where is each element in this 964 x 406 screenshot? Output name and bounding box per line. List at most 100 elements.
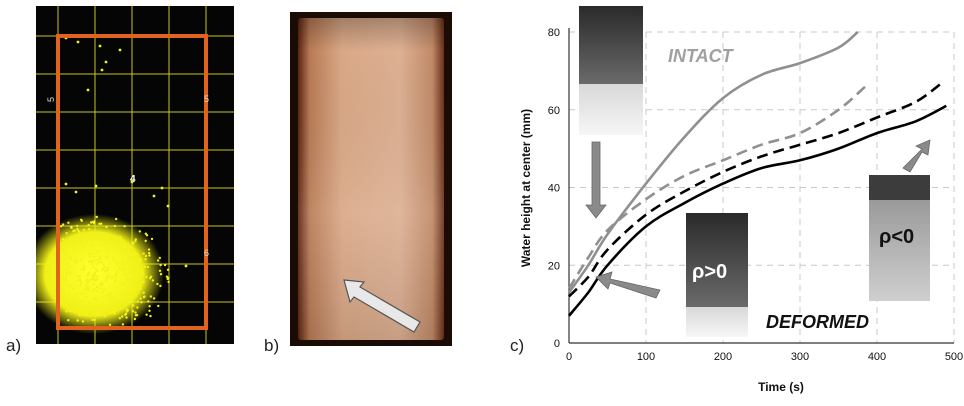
scatter-dot xyxy=(115,262,119,266)
scatter-dot xyxy=(79,283,82,287)
scatter-dot xyxy=(84,283,87,287)
arrow-upright-icon xyxy=(902,139,931,173)
scatter-dot xyxy=(131,295,134,298)
scatter-dot xyxy=(135,313,139,317)
scatter-dot xyxy=(91,318,94,322)
series-line-intact-dashed xyxy=(567,85,867,290)
scatter-dot xyxy=(132,253,135,256)
scatter-dot xyxy=(69,284,72,287)
scatter-dot xyxy=(96,313,99,316)
scatter-dot xyxy=(134,311,137,314)
scatter-cloud xyxy=(24,214,164,334)
scatter-dot xyxy=(74,294,77,298)
annotation-3: ρ<0 xyxy=(879,226,914,248)
scatter-dot xyxy=(117,304,120,307)
scatter-dot xyxy=(100,281,104,284)
scatter-dot xyxy=(108,323,112,326)
scatter-dot xyxy=(98,222,101,225)
scatter-dot xyxy=(65,310,68,313)
scatter-dot xyxy=(68,292,71,295)
x-tick-label: 300 xyxy=(791,351,809,363)
scatter-dot xyxy=(93,256,96,259)
scatter-dot xyxy=(112,241,115,245)
chart-series xyxy=(567,30,947,317)
scatter-dot xyxy=(134,240,137,243)
scatter-dot xyxy=(103,266,106,269)
scatter-dot xyxy=(148,309,151,312)
scatter-dot xyxy=(62,298,65,302)
scatter-dot xyxy=(92,283,95,286)
scatter-dot xyxy=(111,305,115,309)
scatter-dot xyxy=(96,269,99,273)
scatter-dot xyxy=(159,284,162,288)
scatter-dot xyxy=(143,265,147,268)
scatter-dot xyxy=(140,301,143,304)
scatter-dot xyxy=(91,274,94,277)
line-chart: 0 100 200 300 400 500 0 20 40 60 80 INTACT DEFORMED… xyxy=(510,0,964,401)
scatter-dot xyxy=(110,296,114,299)
scatter-dot xyxy=(76,309,79,312)
scatter-dots xyxy=(57,36,188,326)
x-tick-label: 0 xyxy=(566,351,572,363)
line-chart-svg: 0 100 200 300 400 500 0 20 40 60 80 INTACT DEFORMED… xyxy=(519,6,963,394)
scatter-image: 5 5 6 4 xyxy=(24,6,234,344)
scatter-dot xyxy=(122,268,125,272)
scatter-dot xyxy=(100,313,104,316)
scatter-dot xyxy=(156,282,159,286)
scatter-dot xyxy=(132,242,135,245)
scatter-dot xyxy=(74,190,78,194)
scatter-dot xyxy=(92,310,95,313)
scatter-dot xyxy=(136,306,139,309)
scatter-dot xyxy=(78,314,81,317)
scatter-dot xyxy=(126,255,130,258)
scatter-dot xyxy=(106,266,110,269)
scatter-dot xyxy=(90,245,93,248)
scatter-dot xyxy=(166,204,170,208)
scatter-dot xyxy=(65,232,68,235)
scatter-dot xyxy=(62,291,65,295)
scatter-dot xyxy=(130,180,134,184)
scatter-dot xyxy=(93,288,96,291)
scatter-dot xyxy=(115,293,119,296)
annotation-0: INTACT xyxy=(668,46,735,66)
scatter-dot xyxy=(68,309,72,313)
scatter-dot xyxy=(136,286,139,290)
scatter-dot xyxy=(167,280,170,284)
scatter-dot xyxy=(120,292,124,295)
scatter-dot xyxy=(129,258,132,261)
scatter-dot xyxy=(78,275,81,278)
scatter-dot xyxy=(93,259,96,262)
scatter-dot xyxy=(67,319,70,322)
scatter-dot xyxy=(93,318,96,322)
scatter-dot xyxy=(96,303,100,307)
scatter-dot xyxy=(61,223,65,226)
scatter-dot xyxy=(86,274,89,278)
scatter-dot xyxy=(124,274,128,277)
x-tick-label: 500 xyxy=(945,351,963,363)
scatter-dot xyxy=(146,265,150,269)
scatter-dot xyxy=(65,239,68,242)
scatter-dot xyxy=(66,262,69,265)
scatter-dot xyxy=(142,280,145,284)
scatter-dot xyxy=(79,281,83,284)
scatter-dot xyxy=(74,261,78,264)
scatter-dot xyxy=(79,278,82,281)
scatter-dot xyxy=(65,271,68,275)
scatter-dot xyxy=(70,226,73,229)
scatter-dot xyxy=(147,300,150,303)
scatter-dot xyxy=(158,269,162,272)
scatter-dot xyxy=(88,227,91,231)
scatter-dot xyxy=(130,290,134,293)
scatter-plot-svg: 5 5 6 4 xyxy=(24,6,234,344)
scatter-dot xyxy=(83,266,86,269)
scatter-dot xyxy=(99,282,102,286)
x-tick-label: 100 xyxy=(637,351,655,363)
scatter-dot xyxy=(122,248,125,251)
scatter-dot xyxy=(137,270,140,273)
scatter-dot xyxy=(98,310,101,313)
scatter-dot xyxy=(127,279,130,282)
scatter-dot xyxy=(126,309,129,312)
sample-image xyxy=(290,12,452,346)
inset-image-intact xyxy=(579,6,643,135)
y-axis-label: Water height at center (mm) xyxy=(519,109,533,267)
